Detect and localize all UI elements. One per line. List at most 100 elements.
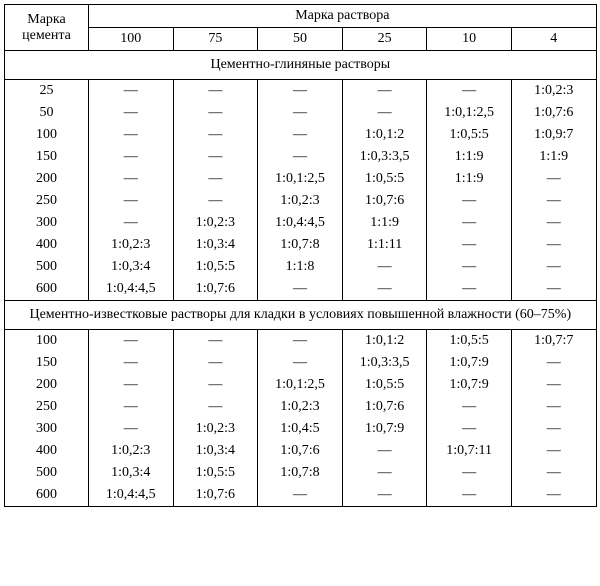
cell: — (342, 80, 427, 103)
cell: 1:0,7:9 (427, 352, 512, 374)
cell: 1:0,4:4,5 (89, 278, 174, 301)
cell: 1:0,4:4,5 (258, 212, 343, 234)
cell: 1:0,2:3 (173, 212, 258, 234)
cell: — (511, 352, 596, 374)
cell: 1:1:9 (342, 212, 427, 234)
cell: 1:0,7:6 (342, 396, 427, 418)
cell: 1:0,7:6 (342, 190, 427, 212)
row-label: 200 (5, 168, 89, 190)
cell: — (89, 168, 174, 190)
cell: — (258, 146, 343, 168)
cell: — (173, 396, 258, 418)
cell: 1:0,7:8 (258, 234, 343, 256)
cell: 1:0,2:3 (89, 440, 174, 462)
cell: 1:1:8 (258, 256, 343, 278)
cell: — (511, 440, 596, 462)
row-label: 600 (5, 278, 89, 301)
cell: — (89, 374, 174, 396)
cell: — (511, 484, 596, 507)
cell: — (173, 146, 258, 168)
table-row: 250——1:0,2:31:0,7:6—— (5, 396, 597, 418)
table-row: 150———1:0,3:3,51:1:91:1:9 (5, 146, 597, 168)
cell: 1:0,1:2 (342, 330, 427, 353)
cell: 1:0,5:5 (427, 330, 512, 353)
cell: 1:0,3:4 (89, 462, 174, 484)
cell: — (173, 102, 258, 124)
cell: — (427, 190, 512, 212)
header-col: 4 (511, 28, 596, 51)
cell: — (511, 418, 596, 440)
header-row-label: Марка цемента (5, 5, 89, 51)
cell: — (342, 102, 427, 124)
cell: — (89, 80, 174, 103)
cell: 1:0,7:6 (511, 102, 596, 124)
cell: — (173, 352, 258, 374)
mortar-table: Марка цемента Марка раствора 100 75 50 2… (4, 4, 597, 507)
table-row: 6001:0,4:4,51:0,7:6———— (5, 484, 597, 507)
table-row: 6001:0,4:4,51:0,7:6———— (5, 278, 597, 301)
table-row: 200——1:0,1:2,51:0,5:51:0,7:9— (5, 374, 597, 396)
cell: — (342, 484, 427, 507)
cell: — (342, 440, 427, 462)
cell: 1:0,1:2 (342, 124, 427, 146)
table-header: Марка цемента Марка раствора 100 75 50 2… (5, 5, 597, 51)
cell: 1:0,3:3,5 (342, 146, 427, 168)
cell: — (89, 146, 174, 168)
cell: — (89, 352, 174, 374)
cell: — (511, 190, 596, 212)
cell: — (427, 484, 512, 507)
header-cols-row: 100 75 50 25 10 4 (5, 28, 597, 51)
cell: 1:0,3:4 (173, 440, 258, 462)
cell: — (427, 256, 512, 278)
cell: — (173, 124, 258, 146)
cell: — (511, 234, 596, 256)
table-row: 50————1:0,1:2,51:0,7:6 (5, 102, 597, 124)
cell: 1:0,5:5 (342, 374, 427, 396)
row-label: 600 (5, 484, 89, 507)
cell: — (511, 168, 596, 190)
cell: — (511, 396, 596, 418)
cell: 1:0,2:3 (89, 234, 174, 256)
row-label: 400 (5, 234, 89, 256)
cell: — (89, 418, 174, 440)
cell: 1:0,7:8 (258, 462, 343, 484)
table-body: Цементно-глиняные растворы25—————1:0,2:3… (5, 51, 597, 507)
cell: 1:0,4:5 (258, 418, 343, 440)
table-row: 5001:0,3:41:0,5:51:1:8——— (5, 256, 597, 278)
cell: 1:0,3:3,5 (342, 352, 427, 374)
cell: — (89, 190, 174, 212)
cell: — (511, 212, 596, 234)
table-row: 200——1:0,1:2,51:0,5:51:1:9— (5, 168, 597, 190)
cell: — (258, 80, 343, 103)
cell: — (258, 352, 343, 374)
cell: — (173, 80, 258, 103)
header-col: 25 (342, 28, 427, 51)
cell: 1:0,7:6 (258, 440, 343, 462)
cell: — (89, 212, 174, 234)
header-col: 75 (173, 28, 258, 51)
cell: — (89, 102, 174, 124)
row-label: 500 (5, 462, 89, 484)
cell: 1:1:9 (427, 146, 512, 168)
cell: — (342, 462, 427, 484)
section-title-row: Цементно-известковые растворы для кладки… (5, 301, 597, 330)
row-label: 25 (5, 80, 89, 103)
cell: 1:0,2:3 (173, 418, 258, 440)
row-label: 150 (5, 352, 89, 374)
cell: — (511, 462, 596, 484)
cell: 1:0,2:3 (511, 80, 596, 103)
cell: 1:1:9 (511, 146, 596, 168)
cell: 1:1:9 (427, 168, 512, 190)
cell: — (258, 278, 343, 301)
cell: 1:0,2:3 (258, 190, 343, 212)
table-row: 4001:0,2:31:0,3:41:0,7:6—1:0,7:11— (5, 440, 597, 462)
cell: — (89, 124, 174, 146)
cell: 1:0,7:6 (173, 278, 258, 301)
cell: 1:0,7:9 (342, 418, 427, 440)
row-label: 500 (5, 256, 89, 278)
cell: 1:0,3:4 (173, 234, 258, 256)
header-col: 100 (89, 28, 174, 51)
row-label: 100 (5, 124, 89, 146)
cell: — (427, 234, 512, 256)
cell: — (427, 80, 512, 103)
